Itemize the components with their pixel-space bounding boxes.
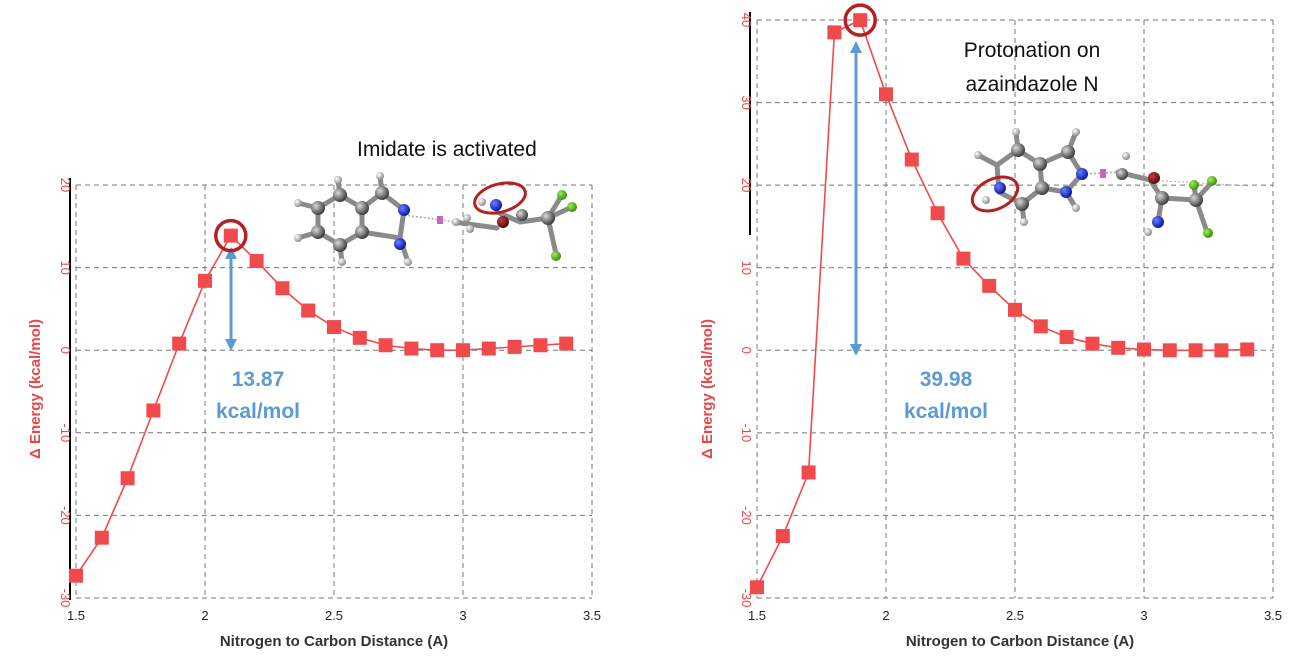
data-point [172,336,187,351]
y-tick-label: 40 [739,13,754,27]
y-tick-label: 20 [739,178,754,192]
data-point [301,303,316,318]
data-point [1240,342,1255,357]
y-tick-label: -10 [739,423,754,442]
data-point [982,278,997,293]
transition-state-highlight [843,3,877,37]
energy-series [69,218,574,583]
x-tick-label: 3 [459,608,466,623]
y-tick-label: 0 [739,347,754,354]
data-point [69,568,83,583]
data-point [1033,319,1048,334]
y-tick-label: 0 [58,347,73,354]
data-point [1188,343,1203,358]
molecule-structure-image [294,172,577,266]
data-point [430,343,445,358]
data-point [481,341,496,356]
chart-grid [756,19,1274,599]
x-tick-label: 3 [1140,608,1147,623]
y-axis-title: Δ Energy (kcal/mol) [27,319,44,459]
data-point [404,341,419,356]
series-line [756,19,1248,588]
data-point [1085,336,1100,351]
barrier-unit-label: kcal/mol [904,400,988,423]
data-point [853,13,868,28]
x-tick-label: 2 [201,608,208,623]
data-point [352,330,367,345]
y-tick-label: 30 [739,95,754,109]
data-point [327,320,341,335]
y-tick-label: -20 [739,506,754,525]
data-point [956,251,971,266]
data-point [533,338,548,353]
annotation-protonation-line1: Protonation on [964,39,1101,62]
data-point [775,529,790,544]
molecule-structure-image [970,128,1251,238]
data-point [930,206,945,221]
x-tick-label: 1.5 [67,608,85,623]
data-point [1214,343,1229,358]
data-point [507,339,522,354]
data-point [249,253,264,268]
data-point [801,465,816,480]
data-point [94,530,109,545]
x-tick-label: 2 [882,608,889,623]
data-point [275,281,290,296]
data-point [1137,342,1151,357]
data-point [879,87,893,102]
barrier-value-label: 39.98 [920,368,973,391]
data-point [1008,302,1022,317]
y-tick-label: -30 [58,589,73,608]
x-tick-label: 1.5 [748,608,766,623]
data-point [750,580,764,595]
data-point [904,152,919,167]
y-tick-label: -10 [58,423,73,442]
y-axis-title: Δ Energy (kcal/mol) [699,319,716,459]
x-tick-label: 3.5 [1264,608,1282,623]
barrier-unit-label: kcal/mol [216,400,300,423]
data-point [1162,343,1177,358]
x-tick-label: 2.5 [1006,608,1024,623]
x-axis-title: Nitrogen to Carbon Distance (A) [220,633,448,650]
data-point [827,25,842,40]
transition-state-highlight [214,218,248,253]
x-tick-label: 2.5 [325,608,343,623]
chart-grid [75,184,593,599]
y-tick-label: 20 [58,178,73,192]
energy-chart-imidate: -30 -20 -10 0 10 20 1.5 2 2.5 3 3.5 Nitrogen to C… [27,138,601,650]
data-point [378,338,393,353]
data-point [198,273,212,288]
annotation-protonation-line2: azaindazole N [965,73,1098,96]
data-point [146,403,161,418]
data-point [1059,330,1074,345]
annotation-imidate-activated: Imidate is activated [357,138,537,161]
energy-series [750,3,1255,595]
barrier-value-label: 13.87 [232,368,285,391]
x-axis-title: Nitrogen to Carbon Distance (A) [906,633,1134,650]
data-point [559,336,574,351]
x-tick-label: 3.5 [583,608,601,623]
x-tick-labels: 1.5 2 2.5 3 3.5 [748,608,1282,623]
x-tick-labels: 1.5 2 2.5 3 3.5 [67,608,601,623]
y-tick-label: 10 [58,260,73,274]
y-tick-labels: -30 -20 -10 0 10 20 [58,178,73,608]
data-point [456,343,470,358]
y-tick-label: -20 [58,506,73,525]
data-point [1111,340,1126,355]
data-point [223,228,238,243]
y-tick-label: 10 [739,260,754,274]
data-point [120,471,135,486]
